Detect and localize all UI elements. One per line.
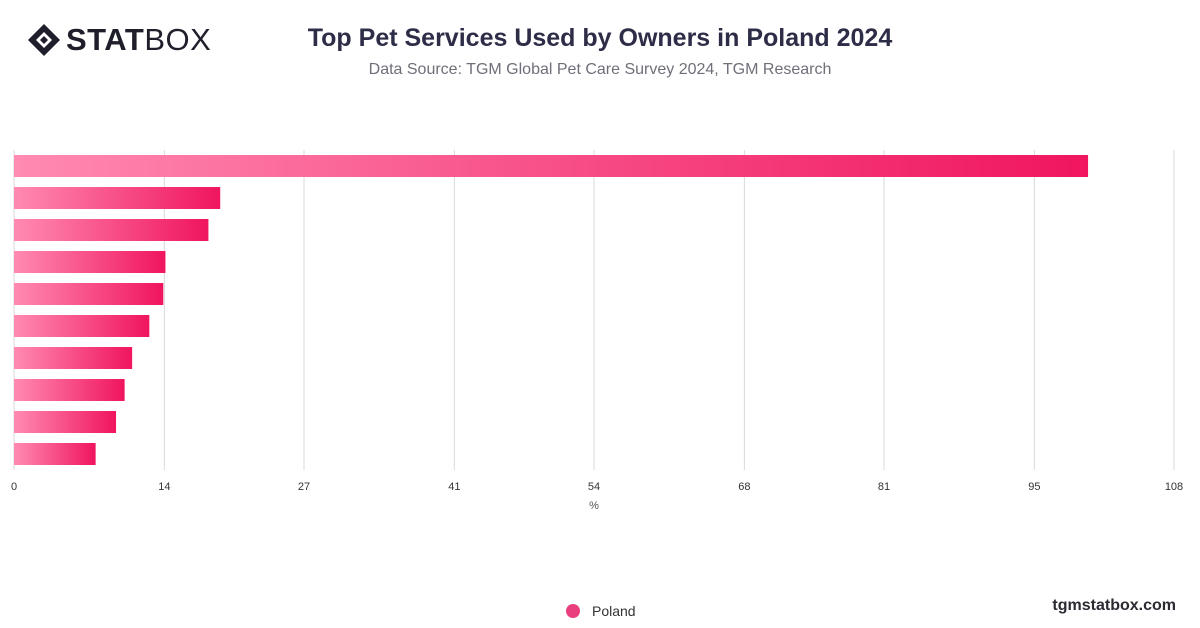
bar[interactable] [14,443,96,465]
x-tick-label: 14 [158,481,170,493]
logo-wordmark: STATBOX [66,22,211,58]
x-tick-label: 68 [738,481,750,493]
x-tick-label: 41 [448,481,460,493]
chart-subtitle: Data Source: TGM Global Pet Care Survey … [368,61,832,78]
x-axis-title: % [589,500,599,512]
bar[interactable] [14,347,133,369]
x-tick-label: 27 [298,481,310,493]
statbox-logo: STATBOX [26,22,211,58]
bar[interactable] [14,251,166,273]
bar[interactable] [14,379,125,401]
bar[interactable] [14,283,164,305]
x-tick-label: 0 [11,481,17,493]
diamond-logo-icon [28,24,60,56]
x-tick-label: 108 [1165,481,1183,493]
legend[interactable]: Poland [566,602,636,620]
bar[interactable] [14,411,117,433]
x-axis-ticks: 0 14 27 41 54 68 81 95 108 [11,481,1183,493]
x-tick-label: 54 [588,481,600,493]
logo-text-light: BOX [144,22,212,57]
legend-label: Poland [592,603,636,619]
x-tick-label: 95 [1028,481,1040,493]
bar[interactable] [14,315,150,337]
bar[interactable] [14,219,209,241]
bar[interactable] [14,155,1089,177]
chart-title: Top Pet Services Used by Owners in Polan… [307,24,893,52]
legend-dot-icon [566,604,580,618]
logo-text-bold: STAT [66,22,145,57]
bar[interactable] [14,187,221,209]
x-tick-label: 81 [878,481,890,493]
bars [14,155,1089,465]
footer-url: tgmstatbox.com [1052,597,1176,614]
